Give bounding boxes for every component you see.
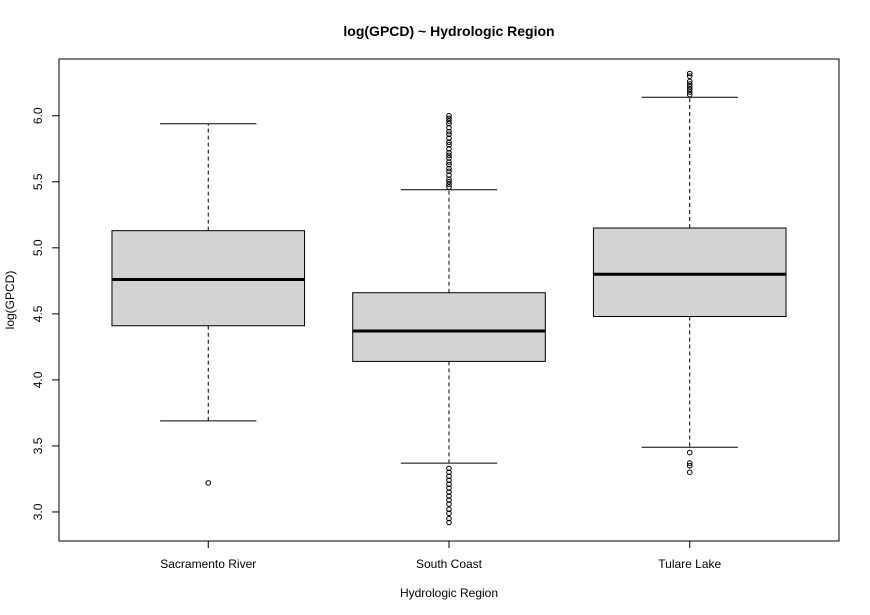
outlier-point: [686, 462, 693, 469]
outlier-point: [446, 497, 452, 503]
y-tick-label: 3.0: [31, 503, 45, 520]
y-tick-label: 4.0: [31, 371, 45, 388]
outlier-point: [446, 124, 452, 131]
x-tick-label: South Coast: [416, 557, 483, 571]
y-axis: 3.0 3.5 4.0 4.5 5.0 5.5 6.0: [31, 107, 60, 520]
outlier-point: [446, 159, 452, 165]
box-sacramento-river: [111, 123, 306, 486]
outlier-point: [446, 172, 452, 179]
outlier-point: [446, 128, 452, 135]
outlier-point: [686, 449, 693, 456]
outlier-point: [686, 81, 693, 87]
y-tick-label: 5.5: [31, 173, 45, 190]
y-tick-label: 5.0: [31, 239, 45, 256]
x-tick-label: Tulare Lake: [658, 557, 721, 571]
outlier-point: [446, 469, 452, 476]
outlier-point: [446, 165, 452, 172]
outlier-point: [205, 480, 212, 486]
outlier-point: [446, 515, 452, 522]
outlier-point: [686, 70, 693, 77]
outlier-point: [686, 86, 693, 93]
outlier-point: [446, 481, 452, 488]
outlier-point: [446, 477, 452, 484]
boxes-group: [111, 70, 787, 526]
outlier-point: [446, 115, 452, 122]
outlier-point: [686, 73, 693, 79]
x-axis: Sacramento River South Coast Tulare Lake: [160, 540, 722, 571]
x-axis-label: Hydrologic Region: [400, 586, 498, 600]
outlier-point: [446, 155, 452, 161]
outlier-point: [686, 91, 693, 98]
box-tulare-lake: [592, 70, 787, 476]
outlier-point: [446, 161, 452, 168]
y-axis-label: log(GPCD): [3, 271, 17, 330]
outlier-point: [446, 176, 452, 182]
outlier-point: [446, 112, 452, 119]
outlier-point: [446, 181, 452, 188]
outlier-point: [446, 145, 452, 152]
iqr-box: [352, 292, 546, 362]
outlier-point: [446, 149, 452, 156]
outlier-point: [446, 519, 452, 526]
outlier-point: [446, 489, 452, 495]
chart-title: log(GPCD) ~ Hydrologic Region: [343, 23, 554, 39]
box-south-coast: [352, 112, 546, 526]
outlier-point: [446, 184, 452, 190]
outlier-point: [446, 506, 452, 513]
outlier-point: [446, 135, 452, 142]
outlier-point: [446, 473, 452, 480]
outlier-point: [446, 485, 452, 491]
outlier-point: [446, 501, 452, 507]
outlier-point: [446, 139, 452, 145]
outlier-point: [446, 465, 452, 472]
outlier-point: [446, 510, 452, 517]
x-tick-label: Sacramento River: [160, 557, 256, 571]
outlier-point: [446, 120, 452, 127]
outlier-point: [446, 118, 452, 124]
outlier-point: [446, 493, 452, 499]
outlier-point: [446, 152, 452, 159]
outlier-point: [686, 78, 693, 85]
outlier-point: [446, 168, 452, 175]
y-tick-label: 6.0: [31, 107, 45, 124]
outlier-point: [446, 142, 452, 148]
outlier-point: [446, 179, 452, 185]
outlier-point: [446, 131, 452, 138]
outlier-point: [686, 460, 693, 466]
y-tick-label: 3.5: [31, 437, 45, 454]
y-tick-label: 4.5: [31, 305, 45, 322]
outlier-point: [686, 89, 693, 95]
iqr-box: [592, 227, 787, 318]
outlier-point: [686, 83, 693, 90]
outlier-point: [686, 469, 693, 476]
